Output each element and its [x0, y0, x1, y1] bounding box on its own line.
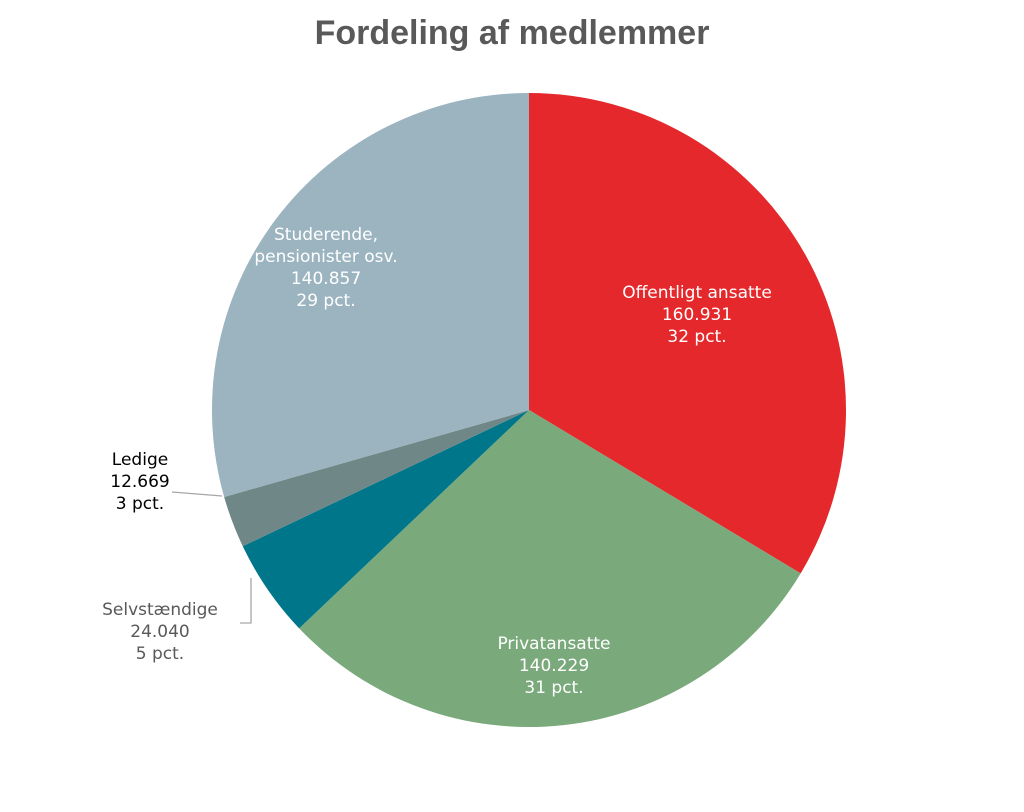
- pie-slice-2: [242, 410, 529, 629]
- slice-label-line: 32 pct.: [667, 327, 726, 347]
- slice-label-line: 140.857: [291, 269, 361, 289]
- slice-label-line: 160.931: [662, 305, 732, 325]
- chart-title: Fordeling af medlemmer: [314, 14, 710, 52]
- slice-label-line: 5 pct.: [136, 644, 184, 664]
- pie-slice-4: [211, 93, 529, 497]
- slice-label-line: pensionister osv.: [254, 247, 397, 267]
- slice-label-line: 3 pct.: [116, 494, 164, 514]
- slice-label-line: 29 pct.: [296, 291, 355, 311]
- slice-label-line: Studerende,: [274, 225, 378, 245]
- slice-label-1: Privatansatte 140.229 31 pct.: [497, 634, 610, 698]
- slice-label-line: Selvstændige: [102, 600, 218, 620]
- slice-label-line: 31 pct.: [524, 678, 583, 698]
- pie-slice-0: [529, 93, 847, 574]
- slice-label-line: 24.040: [130, 622, 189, 642]
- slice-label-line: Ledige: [112, 450, 168, 470]
- pie-slice-1: [299, 410, 801, 727]
- leader-line-2: [240, 578, 252, 624]
- slice-label-2: Selvstændige 24.040 5 pct.: [102, 600, 218, 664]
- slice-label-line: Privatansatte: [497, 634, 610, 654]
- leader-line-3: [171, 491, 223, 497]
- slice-label-0: Offentligt ansatte 160.931 32 pct.: [622, 283, 772, 347]
- slice-label-line: Offentligt ansatte: [622, 283, 772, 303]
- pie-slice-3: [224, 410, 529, 547]
- slice-label-line: 140.229: [519, 656, 589, 676]
- slice-label-line: 12.669: [110, 472, 169, 492]
- slice-label-4: Studerende, pensionister osv. 140.857 29 pc…: [254, 225, 397, 311]
- slice-label-3: Ledige 12.669 3 pct.: [110, 450, 169, 514]
